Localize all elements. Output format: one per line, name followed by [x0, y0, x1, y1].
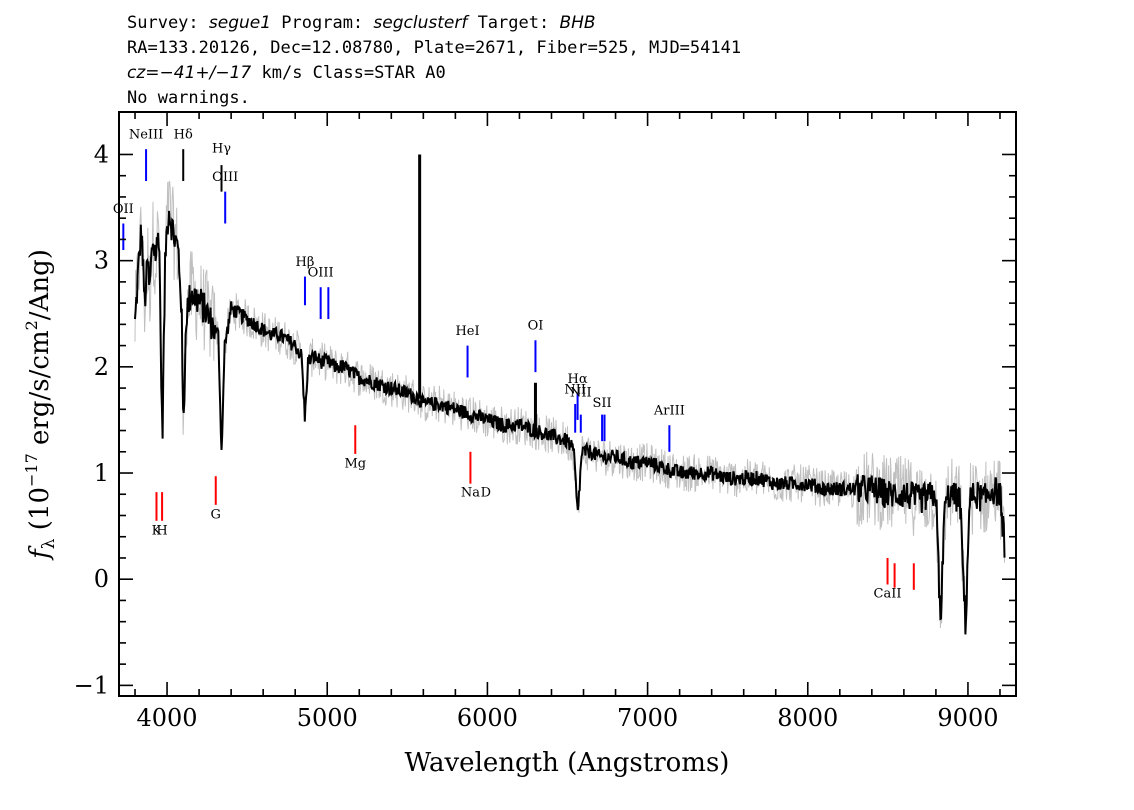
y-tick-label: −1	[74, 671, 109, 699]
plot-frame	[118, 111, 1017, 697]
cz-value: −41+/−17	[160, 63, 252, 83]
y-tick-label: 1	[94, 459, 109, 487]
x-tick-label: 8000	[777, 704, 838, 732]
y-axis-sq: 2	[22, 320, 41, 330]
header-line-4: No warnings.	[127, 88, 250, 108]
x-tick-label: 9000	[937, 704, 998, 732]
x-axis-title: Wavelength (Angstroms)	[405, 748, 730, 778]
absorption-line-label: K	[152, 524, 162, 539]
program-label: Program:	[271, 13, 373, 33]
emission-line-label: Hα	[568, 372, 588, 387]
absorption-line-label: G	[211, 508, 221, 523]
emission-line-label: ArIII	[653, 404, 685, 419]
cz-label: cz=	[127, 63, 160, 83]
x-tick-label: 4000	[137, 704, 198, 732]
y-axis-units-end: /Ang)	[25, 249, 55, 320]
emission-line-label: OII	[113, 202, 134, 217]
survey-label: Survey:	[127, 13, 209, 33]
y-axis-units-mid: erg/s/cm	[25, 330, 55, 453]
svg-text:fλ (10−17 erg/s/cm2/Ang): fλ (10−17 erg/s/cm2/Ang)	[22, 249, 59, 561]
y-tick-label: 0	[94, 565, 109, 593]
emission-line-label: HeI	[455, 324, 479, 339]
absorption-line-label: Na	[461, 485, 480, 500]
emission-line-label: Hβ	[296, 255, 315, 270]
emission-line-label: NII	[570, 386, 592, 401]
header-line-2: RA=133.20126, Dec=12.08780, Plate=2671, …	[127, 38, 741, 58]
header-line-3: cz=−41+/−17 km/s Class=STAR A0	[127, 63, 446, 83]
axis-tick-labels: 4000 5000 6000 7000 8000 9000 −1 0 1 2 3 4	[74, 140, 999, 732]
absorption-line-label: CaII	[874, 586, 902, 601]
x-tick-label: 7000	[617, 704, 678, 732]
y-axis-subscript: λ	[39, 538, 59, 549]
target-value: BHB	[559, 13, 595, 33]
target-label: Target:	[467, 13, 559, 33]
absorption-line-label: D	[481, 485, 491, 500]
program-value: segclusterf	[373, 13, 470, 33]
emission-line-label: Hγ	[212, 141, 231, 156]
y-tick-label: 3	[94, 247, 109, 275]
y-tick-label: 2	[94, 353, 109, 381]
y-tick-label: 4	[94, 140, 109, 168]
class-text: km/s Class=STAR A0	[251, 63, 445, 83]
emission-line-label: OIII	[308, 266, 334, 281]
y-axis-title: fλ (10−17 erg/s/cm2/Ang)	[22, 249, 59, 561]
flux-trace	[134, 210, 1006, 635]
flux-series	[134, 154, 1006, 635]
emission-line-label: NII	[564, 382, 586, 397]
absorption-line-label: Mg	[344, 457, 366, 472]
axis-ticks	[119, 112, 1016, 696]
header-line-1: Survey: segue1 Program: segclusterf Targ…	[127, 13, 596, 33]
absorption-line-label: H	[156, 524, 167, 539]
emission-line-label: NeIII	[129, 128, 163, 143]
y-axis-exponent: −17	[22, 453, 41, 487]
noise-band	[134, 180, 1005, 629]
emission-line-label: SII	[593, 396, 612, 411]
emission-line-label: Hδ	[174, 128, 193, 143]
x-tick-label: 5000	[297, 704, 358, 732]
emission-line-label: OI	[528, 319, 544, 334]
x-tick-label: 6000	[457, 704, 518, 732]
emission-line-label: OIII	[212, 170, 238, 185]
y-axis-units-open: (10	[25, 487, 55, 539]
survey-value: segue1	[209, 13, 271, 33]
header: Survey: segue1 Program: segclusterf Targ…	[127, 13, 741, 108]
noise-trace	[134, 180, 1005, 629]
